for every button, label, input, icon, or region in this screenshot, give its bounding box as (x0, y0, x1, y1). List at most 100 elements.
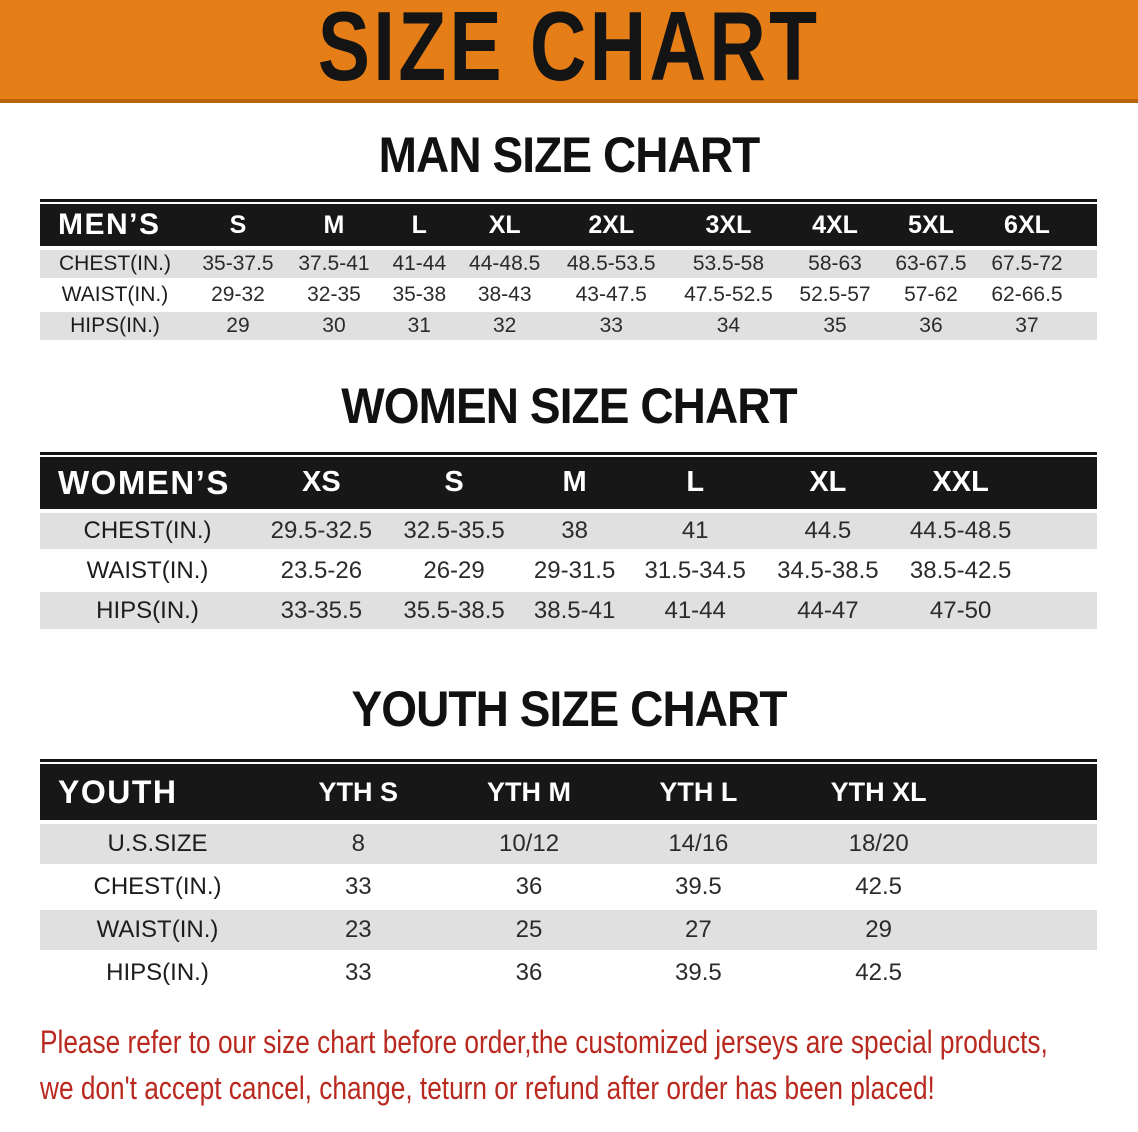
youth-table-wrap: YOUTH YTH S YTH M YTH L YTH XL U.S.SIZE 8 10/12… (40, 759, 1097, 996)
youth-row-chest-in: CHEST(IN.) 33 36 39.5 42.5 (40, 865, 1097, 910)
mens-hips-in-s: 29 (190, 310, 286, 343)
mens-size-col-m: M (285, 204, 382, 250)
womens-row-label-chest-in: CHEST(IN.) (40, 510, 255, 552)
footer-note-line-1: Please refer to our size chart before or… (40, 1023, 1048, 1060)
womens-row-spacer (1027, 550, 1097, 592)
womens-size-col-l: L (628, 456, 762, 513)
mens-row-label-waist-in: WAIST(IN.) (40, 279, 190, 312)
mens-size-col-6xl: 6XL (978, 204, 1075, 250)
youth-row-hips-in: HIPS(IN.) 33 36 39.5 42.5 (40, 951, 1097, 996)
youth-hips-in-yth-s: 33 (275, 951, 442, 996)
youth-u-s-size-yth-xl: 18/20 (780, 822, 977, 867)
youth-chest-in-yth-s: 33 (275, 865, 442, 910)
mens-table-title: MEN’S (40, 204, 190, 250)
men-size-table: MEN’S S M L XL 2XL 3XL 4XL 5XL 6XL CHEST(IN.) 35-37… (40, 204, 1097, 343)
mens-waist-in-3xl: 47.5-52.5 (669, 279, 788, 312)
mens-chest-in-m: 37.5-41 (285, 248, 382, 281)
womens-size-col-xs: XS (255, 456, 388, 513)
mens-row-hips-in: HIPS(IN.) 29 30 31 32 33 34 35 36 37 (40, 310, 1097, 343)
mens-waist-in-l: 35-38 (381, 279, 457, 312)
womens-waist-in-xl: 34.5-38.5 (761, 550, 895, 592)
youth-size-table: YOUTH YTH S YTH M YTH L YTH XL U.S.SIZE 8 10/12… (40, 764, 1097, 996)
mens-chest-in-l: 41-44 (381, 248, 457, 281)
womens-chest-in-xl: 44.5 (761, 510, 895, 552)
mens-chest-in-4xl: 58-63 (787, 248, 883, 281)
youth-u-s-size-yth-l: 14/16 (616, 822, 781, 867)
youth-u-s-size-yth-m: 10/12 (441, 822, 617, 867)
womens-chest-in-l: 41 (628, 510, 762, 552)
mens-size-col-xl: XL (456, 204, 553, 250)
womens-row-spacer (1027, 510, 1097, 552)
mens-row-spacer (1075, 310, 1097, 343)
mens-row-spacer (1075, 248, 1097, 281)
mens-row-label-chest-in: CHEST(IN.) (40, 248, 190, 281)
banner-title: SIZE CHART (317, 0, 821, 101)
womens-chest-in-s: 32.5-35.5 (387, 510, 521, 552)
mens-size-col-s: S (190, 204, 286, 250)
youth-chest-in-yth-m: 36 (441, 865, 617, 910)
mens-chest-in-xl: 44-48.5 (456, 248, 553, 281)
youth-row-u-s-size: U.S.SIZE 8 10/12 14/16 18/20 (40, 822, 1097, 867)
youth-waist-in-yth-s: 23 (275, 908, 442, 953)
mens-waist-in-5xl: 57-62 (883, 279, 979, 312)
womens-row-chest-in: CHEST(IN.) 29.5-32.5 32.5-35.5 38 41 44.5 44.5… (40, 510, 1097, 552)
youth-row-label-u-s-size: U.S.SIZE (40, 822, 275, 867)
mens-hips-in-6xl: 37 (978, 310, 1075, 343)
youth-row-spacer (977, 951, 1097, 996)
youth-size-col-yth-s: YTH S (275, 764, 442, 824)
mens-size-col-2xl: 2XL (552, 204, 670, 250)
youth-chest-in-yth-xl: 42.5 (780, 865, 977, 910)
youth-chest-in-yth-l: 39.5 (616, 865, 781, 910)
mens-hips-in-xl: 32 (456, 310, 553, 343)
womens-row-label-hips-in: HIPS(IN.) (40, 590, 255, 632)
youth-row-spacer (977, 822, 1097, 867)
women-section-heading: WOMEN SIZE CHART (341, 377, 797, 434)
mens-chest-in-2xl: 48.5-53.5 (552, 248, 670, 281)
mens-row-waist-in: WAIST(IN.) 29-32 32-35 35-38 38-43 43-47.5 47.… (40, 279, 1097, 312)
womens-waist-in-xxl: 38.5-42.5 (894, 550, 1027, 592)
womens-hips-in-xs: 33-35.5 (255, 590, 388, 632)
mens-hips-in-2xl: 33 (552, 310, 670, 343)
youth-row-waist-in: WAIST(IN.) 23 25 27 29 (40, 908, 1097, 953)
womens-header-row: WOMEN’S XS S M L XL XXL (40, 456, 1097, 513)
mens-waist-in-4xl: 52.5-57 (787, 279, 883, 312)
womens-header-spacer (1027, 456, 1097, 513)
footer-note: Please refer to our size chart before or… (40, 1019, 1098, 1112)
youth-hips-in-yth-m: 36 (441, 951, 617, 996)
womens-waist-in-l: 31.5-34.5 (628, 550, 762, 592)
mens-chest-in-s: 35-37.5 (190, 248, 286, 281)
mens-waist-in-6xl: 62-66.5 (978, 279, 1075, 312)
womens-hips-in-m: 38.5-41 (520, 590, 629, 632)
womens-chest-in-xxl: 44.5-48.5 (894, 510, 1027, 552)
youth-u-s-size-yth-s: 8 (275, 822, 442, 867)
mens-waist-in-xl: 38-43 (456, 279, 553, 312)
womens-size-col-xxl: XXL (894, 456, 1027, 513)
mens-hips-in-5xl: 36 (883, 310, 979, 343)
mens-size-col-4xl: 4XL (787, 204, 883, 250)
youth-waist-in-yth-l: 27 (616, 908, 781, 953)
womens-waist-in-m: 29-31.5 (520, 550, 629, 592)
mens-chest-in-3xl: 53.5-58 (669, 248, 788, 281)
youth-table-title: YOUTH (40, 764, 275, 824)
youth-row-label-chest-in: CHEST(IN.) (40, 865, 275, 910)
youth-row-label-waist-in: WAIST(IN.) (40, 908, 275, 953)
mens-waist-in-2xl: 43-47.5 (552, 279, 670, 312)
womens-row-waist-in: WAIST(IN.) 23.5-26 26-29 29-31.5 31.5-34.5 34… (40, 550, 1097, 592)
mens-hips-in-l: 31 (381, 310, 457, 343)
mens-waist-in-s: 29-32 (190, 279, 286, 312)
mens-size-col-3xl: 3XL (669, 204, 788, 250)
mens-hips-in-m: 30 (285, 310, 382, 343)
womens-hips-in-s: 35.5-38.5 (387, 590, 521, 632)
youth-hips-in-yth-l: 39.5 (616, 951, 781, 996)
womens-hips-in-xl: 44-47 (761, 590, 895, 632)
womens-row-hips-in: HIPS(IN.) 33-35.5 35.5-38.5 38.5-41 41-44 44-… (40, 590, 1097, 632)
mens-row-chest-in: CHEST(IN.) 35-37.5 37.5-41 41-44 44-48.5 48.5… (40, 248, 1097, 281)
mens-chest-in-5xl: 63-67.5 (883, 248, 979, 281)
women-table-wrap: WOMEN’S XS S M L XL XXL CHEST(IN.) 29.5-32.5 32.5… (40, 451, 1097, 632)
youth-size-col-yth-m: YTH M (441, 764, 617, 824)
banner: SIZE CHART (0, 0, 1138, 103)
youth-section-heading: YOUTH SIZE CHART (351, 681, 787, 737)
youth-size-col-yth-l: YTH L (616, 764, 781, 824)
men-table-wrap: MEN’S S M L XL 2XL 3XL 4XL 5XL 6XL CHEST(IN.) 35-37… (40, 199, 1097, 343)
